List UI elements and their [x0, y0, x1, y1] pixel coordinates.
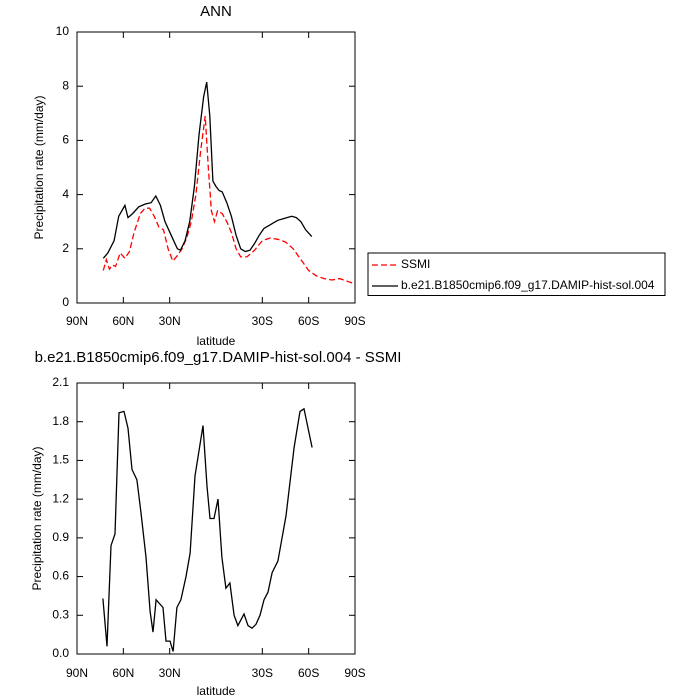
- y-tick-label: 1.5: [52, 453, 69, 467]
- x-axis-label: latitude: [197, 684, 236, 698]
- data-line: [102, 115, 354, 285]
- y-axis-label: Precipitation rate (mm/day): [30, 446, 44, 590]
- x-tick-label: 60S: [298, 666, 319, 680]
- y-tick-label: 0.3: [52, 607, 69, 621]
- y-tick-label: 8: [62, 78, 69, 92]
- x-axis-label: latitude: [197, 334, 236, 348]
- x-tick-label: 30N: [159, 314, 181, 328]
- x-tick-label: 30N: [159, 666, 181, 680]
- y-tick-label: 2.1: [52, 375, 69, 389]
- plot-frame: [76, 31, 356, 304]
- data-line: [102, 81, 313, 259]
- y-tick-label: 2: [62, 241, 69, 255]
- y-tick-label: 6: [62, 133, 69, 147]
- x-tick-label: 90S: [344, 314, 365, 328]
- x-tick-label: 60S: [298, 314, 319, 328]
- y-tick-label: 1.2: [52, 491, 69, 505]
- x-tick-label: 90N: [66, 314, 88, 328]
- y-tick-label: 0.9: [52, 530, 69, 544]
- data-line: [102, 407, 313, 652]
- plot-frame: [76, 382, 356, 655]
- x-tick-label: 60N: [112, 314, 134, 328]
- x-tick-label: 60N: [112, 666, 134, 680]
- x-tick-label: 90S: [344, 666, 365, 680]
- y-axis-label: Precipitation rate (mm/day): [32, 95, 46, 239]
- legend-label: b.e21.B1850cmip6.f09_g17.DAMIP-hist-sol.…: [401, 278, 655, 292]
- x-tick-label: 30S: [252, 314, 273, 328]
- legend-box: [367, 252, 666, 296]
- chart-title: ANN: [200, 3, 232, 20]
- y-tick-label: 0: [62, 295, 69, 309]
- legend-label: SSMI: [401, 257, 430, 271]
- y-tick-label: 1.8: [52, 414, 69, 428]
- x-tick-label: 90N: [66, 666, 88, 680]
- chart-title: b.e21.B1850cmip6.f09_g17.DAMIP-hist-sol.…: [35, 349, 402, 366]
- y-tick-label: 4: [62, 187, 69, 201]
- x-tick-label: 30S: [252, 666, 273, 680]
- y-tick-label: 0.6: [52, 569, 69, 583]
- y-tick-label: 10: [56, 24, 70, 38]
- y-tick-label: 0.0: [52, 646, 69, 660]
